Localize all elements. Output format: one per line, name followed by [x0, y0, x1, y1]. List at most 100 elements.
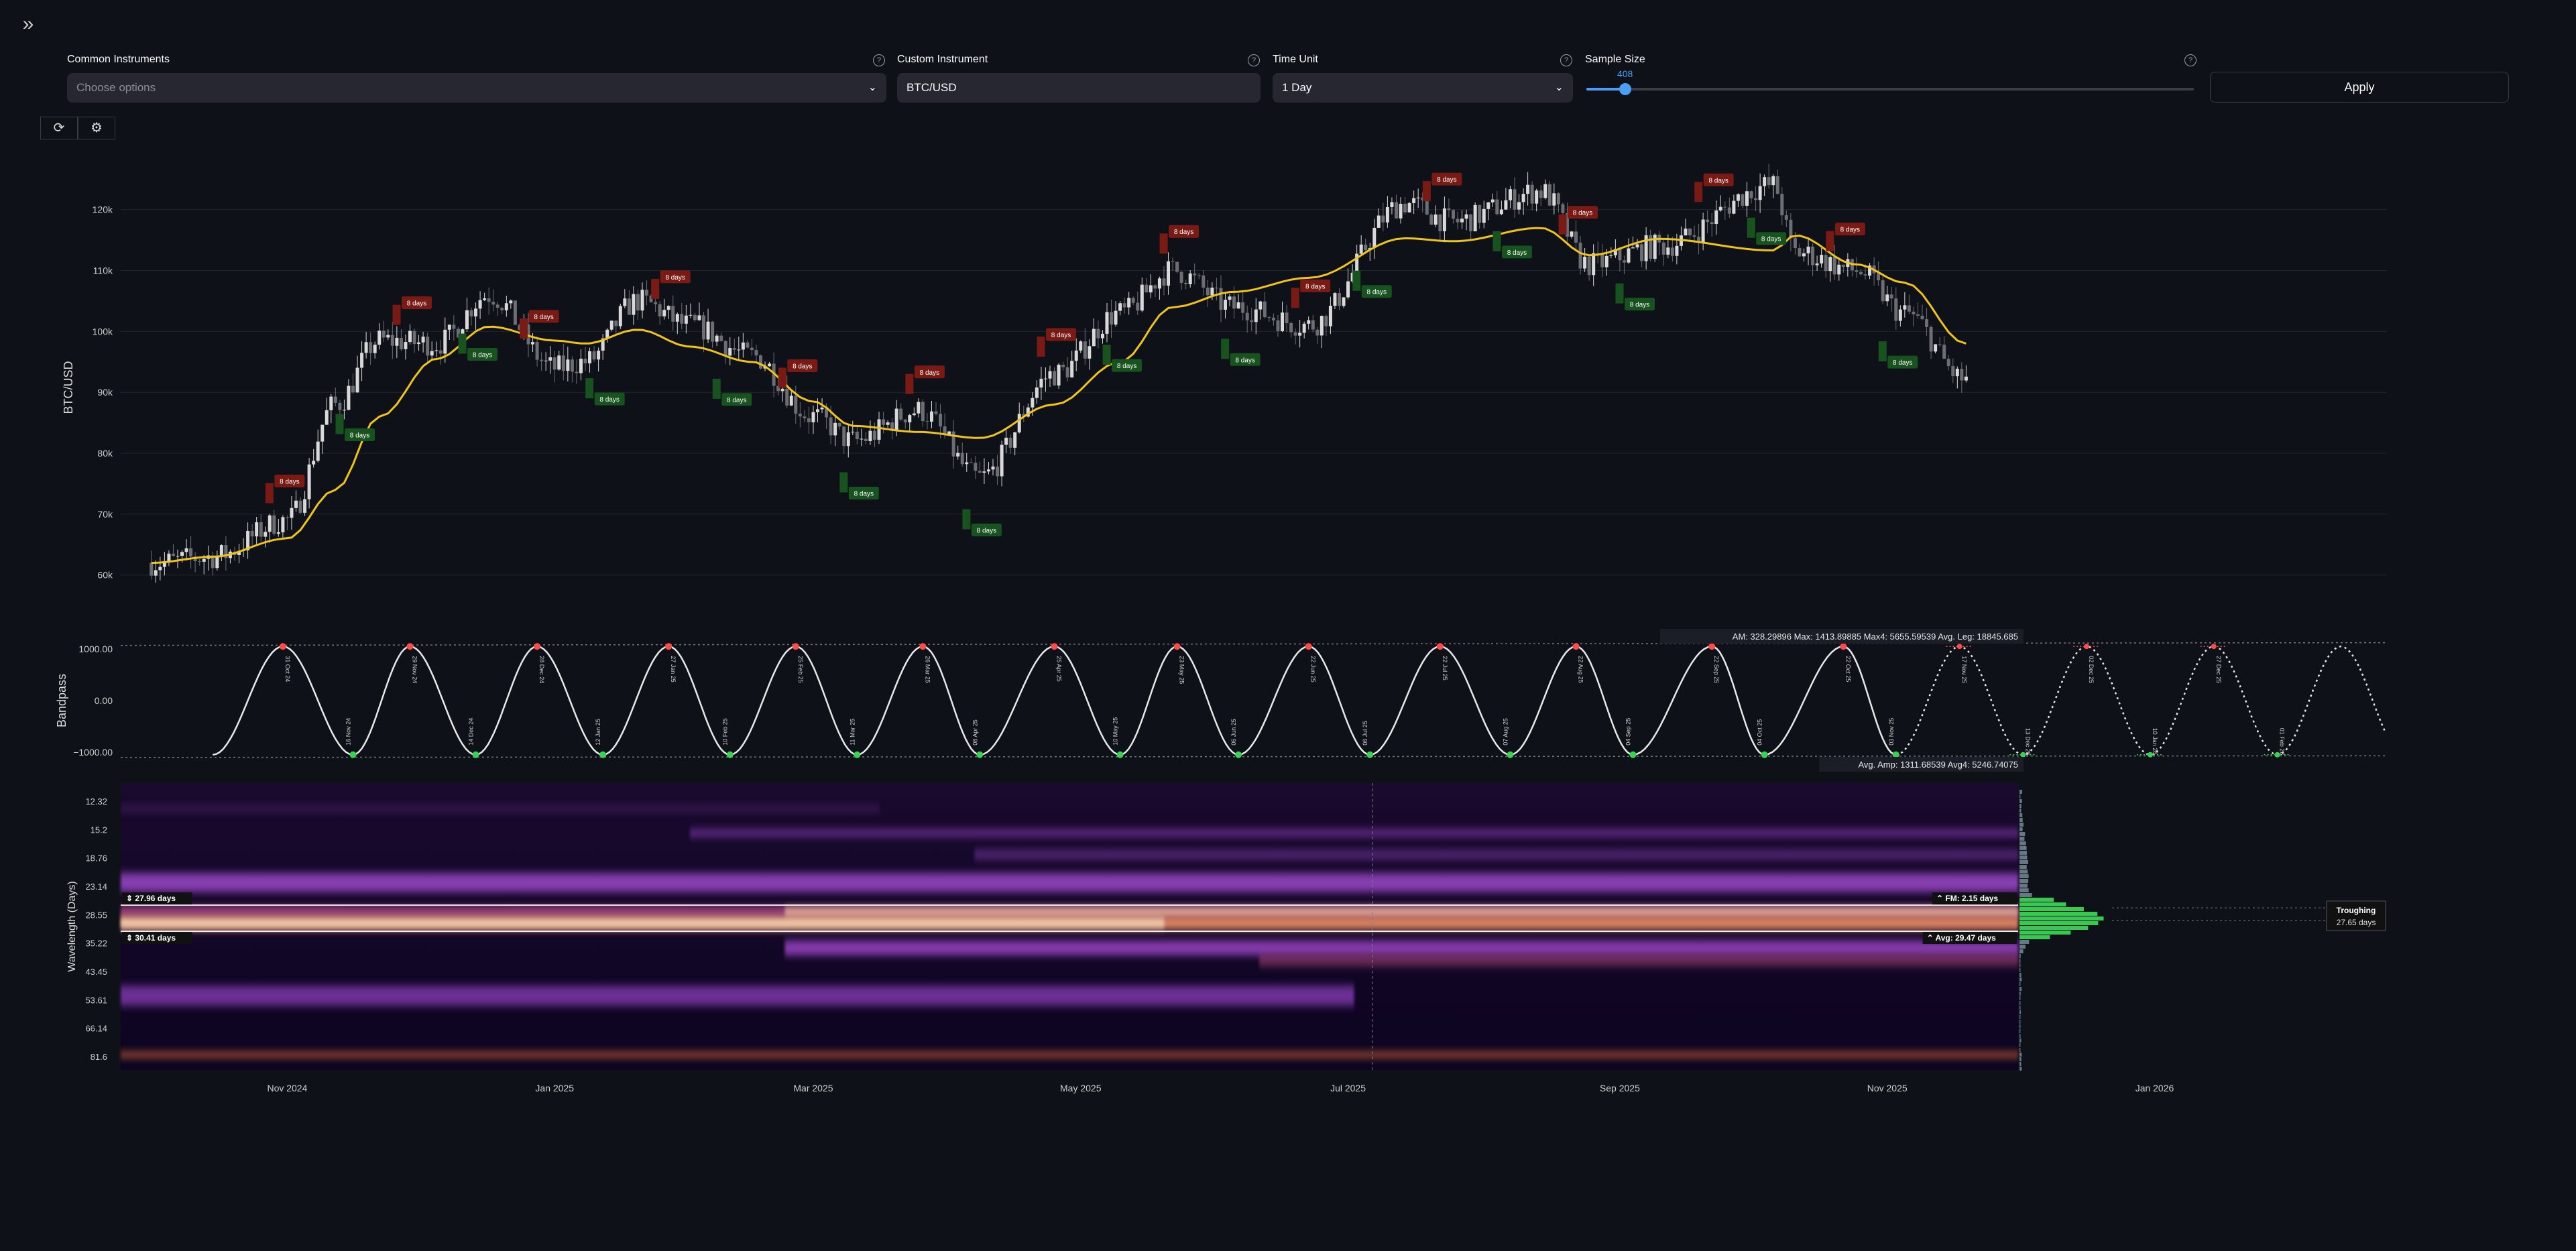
candle-body [960, 453, 964, 465]
candle-body [1745, 191, 1749, 206]
time-unit-help-icon[interactable]: ? [1560, 54, 1572, 66]
bandpass-peak-dot [1708, 643, 1716, 650]
custom-instrument-label: Custom Instrument [897, 54, 988, 65]
candle-body [1425, 200, 1429, 215]
spectrogram-tick-label: 81.6 [91, 1052, 107, 1062]
histogram-bar [2019, 832, 2026, 836]
sample-size-slider-thumb[interactable] [1619, 83, 1631, 95]
candle-body [1583, 256, 1587, 269]
candle-body [833, 422, 837, 436]
histogram-bar [2019, 963, 2021, 967]
trough-date-marker [1878, 341, 1887, 362]
candle-body [846, 432, 850, 446]
candle-body [627, 298, 631, 315]
trough-badge: 8 days [473, 352, 492, 359]
candle-body [1460, 219, 1464, 223]
bandpass-peak-dot [792, 643, 799, 650]
trough-badge-box [721, 393, 752, 406]
candle-body [399, 337, 403, 349]
candle-body [1631, 247, 1635, 249]
candle-body [864, 438, 868, 441]
candle-body [1718, 206, 1722, 211]
sample-size-slider-track[interactable] [1586, 88, 2194, 91]
candle-body [1320, 316, 1324, 336]
candle-body [732, 348, 736, 350]
apply-button[interactable]: Apply [2210, 72, 2509, 103]
bandpass-trough-dot [726, 751, 734, 758]
candle-body [1552, 193, 1556, 206]
candle-body [890, 422, 894, 431]
candle-body [780, 388, 784, 392]
custom-instrument-input[interactable]: BTC/USD [897, 73, 1261, 103]
candle-body [1841, 264, 1845, 267]
bandpass-trough-dot [1892, 751, 1899, 758]
peak-date-marker [1037, 336, 1045, 357]
candle-body [1482, 208, 1486, 223]
histogram-bar [2019, 996, 2021, 1000]
candle-body [1925, 319, 1929, 327]
candle-body [412, 331, 416, 345]
sample-size-help-icon[interactable]: ? [2184, 54, 2197, 66]
histogram-bar [2019, 879, 2029, 883]
candle-body [693, 314, 697, 320]
candle-body [877, 419, 881, 440]
candle-body [1955, 369, 1959, 377]
histogram-bar [2019, 935, 2050, 939]
histogram-bar [2019, 1053, 2022, 1057]
candle-body [658, 304, 662, 316]
candle-body [1065, 367, 1069, 377]
candle-body [1547, 184, 1552, 206]
trough-badge: 8 days [350, 432, 369, 439]
candle-body [1346, 281, 1350, 298]
candle-body [1377, 215, 1381, 228]
candle-body [1820, 255, 1824, 263]
candle-body [789, 396, 793, 406]
candle-body [1157, 278, 1161, 289]
time-unit-select[interactable]: 1 Day ⌄ [1273, 73, 1573, 103]
candle-body [1473, 204, 1477, 232]
x-tick-label: Nov 2025 [1867, 1083, 1908, 1093]
candle-body [1048, 371, 1052, 379]
peak-date-marker [1159, 233, 1168, 254]
candle-body [986, 469, 990, 472]
candle-body [298, 500, 302, 513]
candle-body [965, 462, 969, 465]
sidebar-toggle-button[interactable]: » [22, 13, 34, 35]
candle-body [680, 314, 684, 324]
peak-date-marker [778, 367, 786, 388]
candle-body [500, 307, 504, 310]
bandpass-envelope-bottom [120, 755, 2388, 758]
avg-label-bg [1922, 932, 2017, 945]
projection-dot [2211, 644, 2217, 650]
histogram-bar [2019, 823, 2024, 827]
candle-body [1798, 247, 1802, 257]
refresh-button[interactable]: ⟳ [40, 117, 78, 139]
peak-date-marker [392, 304, 401, 325]
custom-instrument-help-icon[interactable]: ? [1248, 54, 1260, 66]
bandpass-trough-dot [349, 751, 357, 758]
spectrogram-band-hot [784, 908, 2018, 916]
common-instruments-help-icon[interactable]: ? [873, 54, 885, 66]
histogram-bar [2019, 837, 2025, 841]
candle-body [154, 570, 158, 576]
candle-body [465, 310, 469, 330]
candle-body [1035, 387, 1039, 398]
histogram-bar [2019, 1029, 2021, 1033]
candle-body [1385, 206, 1389, 223]
common-instruments-select[interactable]: Choose options ⌄ [67, 73, 886, 103]
candle-body [548, 357, 552, 361]
candle-body [1885, 294, 1889, 302]
candle-body [820, 407, 824, 410]
candle-body [1333, 293, 1337, 306]
candle-body [1609, 255, 1613, 256]
candle-body [219, 545, 223, 556]
trough-date-marker [1352, 270, 1361, 291]
x-tick-label: Nov 2024 [267, 1083, 307, 1093]
bandpass-peak-dot [665, 643, 672, 650]
settings-button[interactable]: ⚙ [78, 117, 115, 139]
candle-body [171, 553, 175, 556]
candle-body [1289, 323, 1293, 333]
fm-label-bg [1932, 892, 2017, 905]
bandpass-panel: 1000.00 0.00 −1000.00 Bandpass 31 Oct 24 29 N… [55, 629, 2388, 772]
